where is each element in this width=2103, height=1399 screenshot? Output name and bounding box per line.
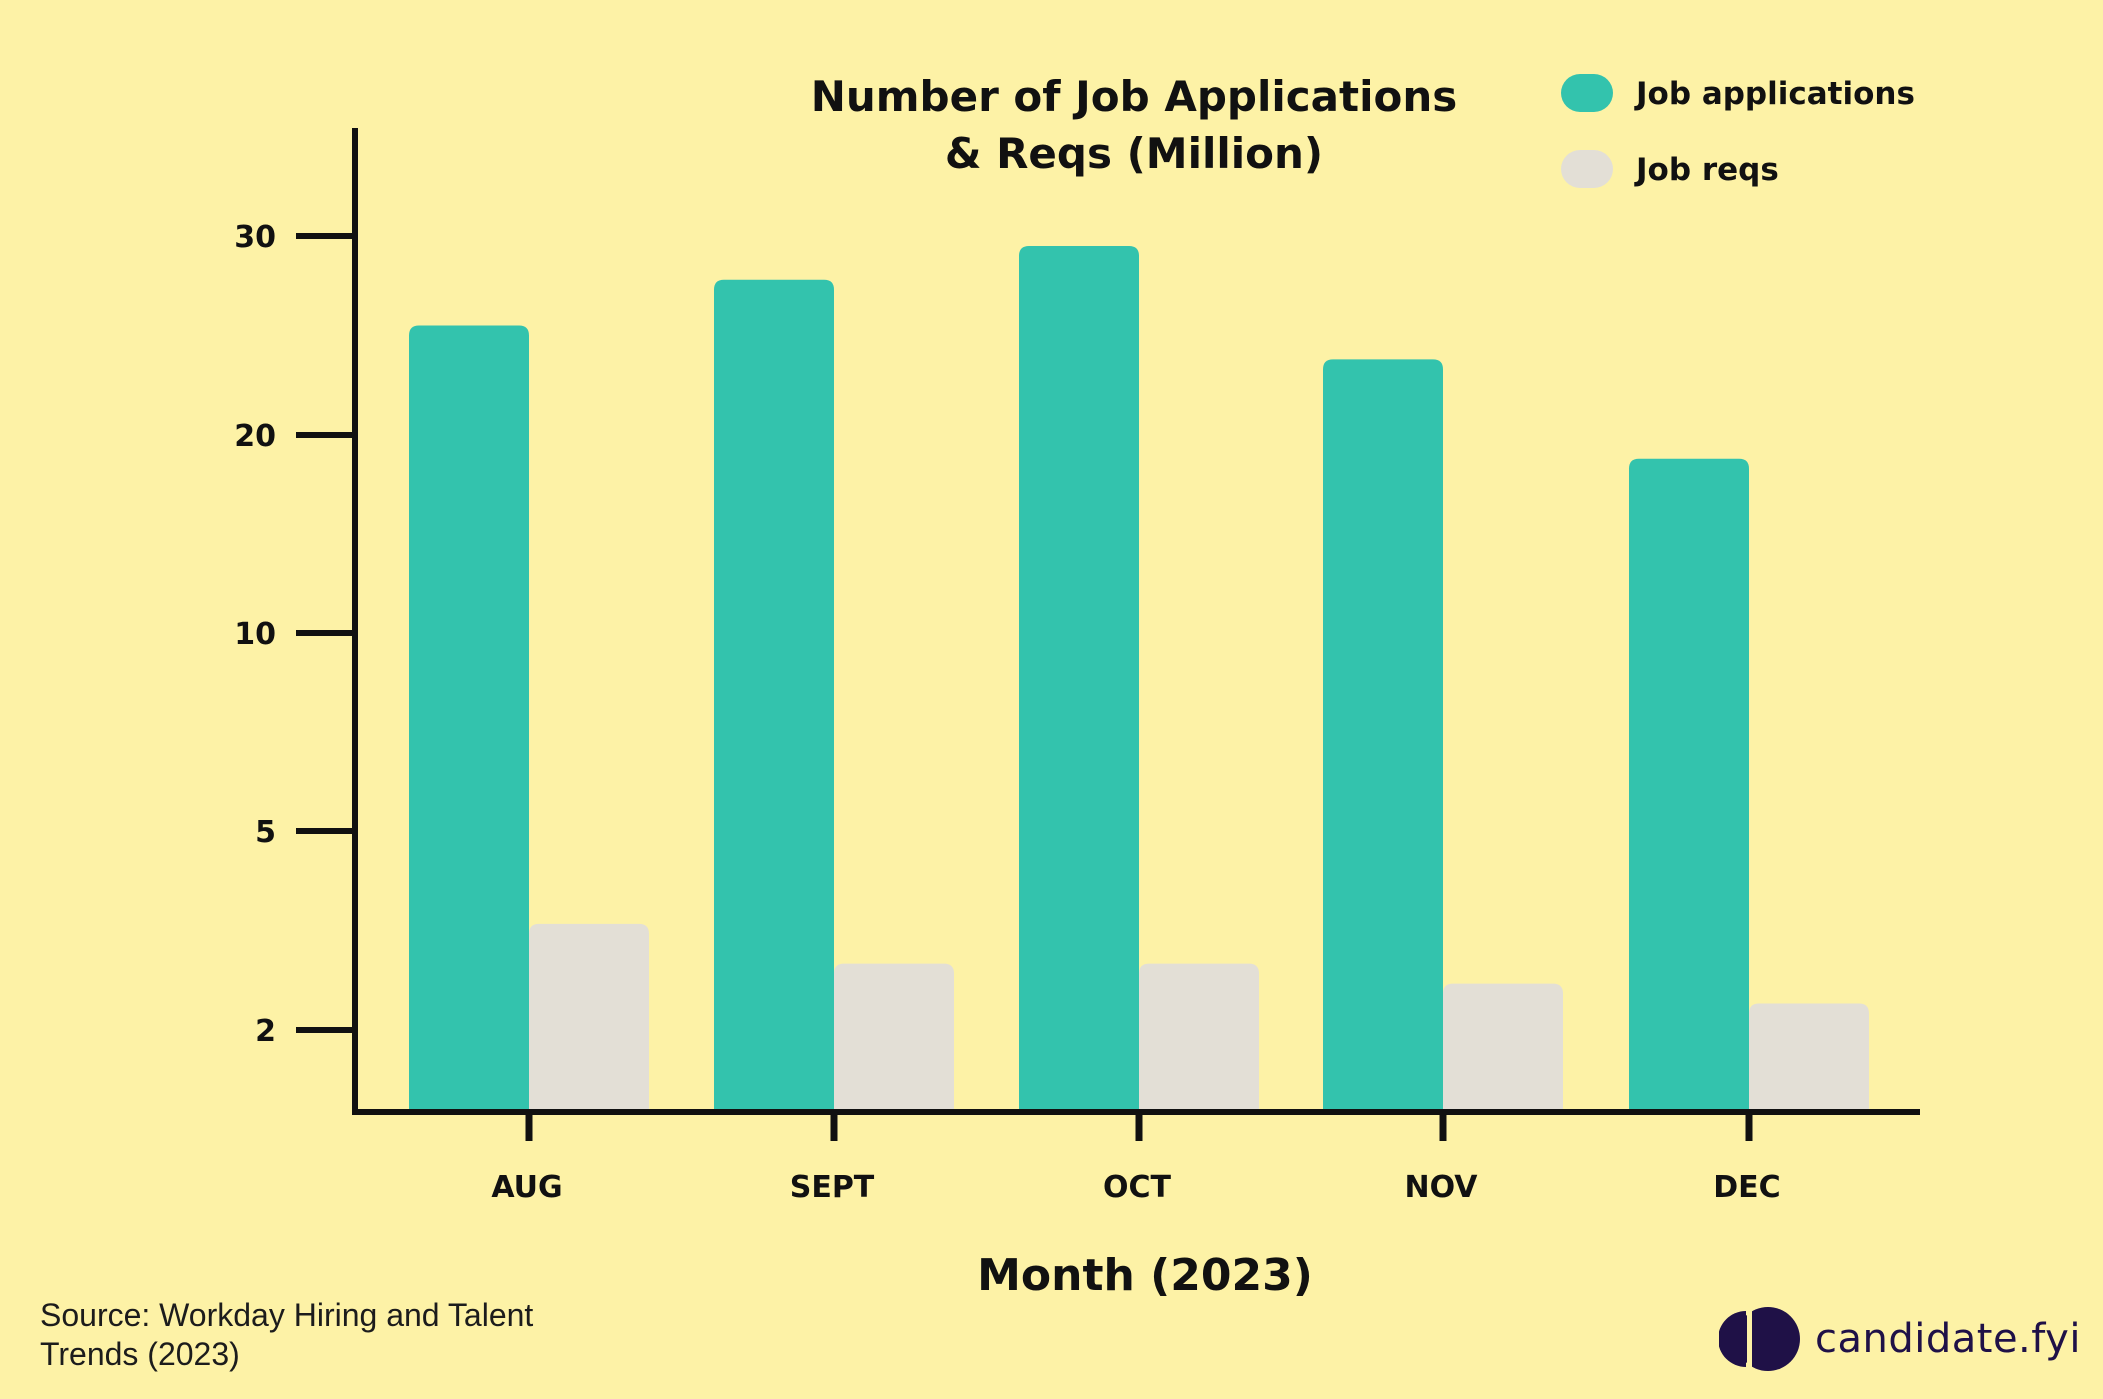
legend-label-job-reqs: Job reqs: [1634, 152, 1779, 188]
source-line-2: Trends (2023): [40, 1336, 240, 1372]
bar-job-applications-aug: [409, 325, 529, 1112]
source-line-1: Source: Workday Hiring and Talent: [40, 1297, 534, 1333]
bar-job-reqs-nov: [1443, 983, 1563, 1112]
x-tick-label-aug: AUG: [491, 1170, 562, 1205]
legend: Job applications Job reqs: [1561, 74, 1915, 188]
bar-job-reqs-dec: [1749, 1003, 1869, 1112]
x-tick-label-oct: OCT: [1103, 1170, 1172, 1205]
bars: [409, 245, 1869, 1112]
chart-title-line-1: Number of Job Applications: [811, 72, 1458, 121]
x-tick-label-sept: SEPT: [790, 1170, 875, 1205]
brand-name: candidate.fyi: [1815, 1316, 2081, 1362]
axes: 2 5 10 20 30 AUG SEPT OCT NOV DEC: [234, 128, 1920, 1205]
candidate-fyi-logo-icon: [1719, 1307, 1800, 1371]
legend-swatch-job-reqs: [1561, 150, 1613, 188]
legend-swatch-job-applications: [1561, 74, 1613, 112]
y-tick-label-2: 2: [255, 1014, 276, 1049]
brand-logo: candidate.fyi: [1719, 1304, 2081, 1374]
chart-title-line-2: & Reqs (Million): [945, 129, 1323, 178]
y-tick-label-5: 5: [255, 815, 276, 850]
bar-job-applications-oct: [1019, 245, 1139, 1112]
y-tick-label-30: 30: [234, 220, 276, 255]
bar-job-applications-nov: [1323, 359, 1443, 1112]
source-note: Source: Workday Hiring and Talent Trends…: [40, 1296, 660, 1374]
x-tick-label-dec: DEC: [1713, 1170, 1780, 1205]
x-axis-title: Month (2023): [977, 1250, 1313, 1301]
y-tick-label-10: 10: [234, 617, 276, 652]
y-tick-label-20: 20: [234, 419, 276, 454]
bar-job-applications-dec: [1629, 458, 1749, 1112]
x-tick-label-nov: NOV: [1404, 1170, 1478, 1205]
bar-job-applications-sept: [714, 279, 834, 1112]
bar-job-reqs-oct: [1139, 963, 1259, 1112]
bar-job-reqs-aug: [529, 923, 649, 1112]
legend-label-job-applications: Job applications: [1634, 76, 1915, 112]
bar-job-reqs-sept: [834, 963, 954, 1112]
